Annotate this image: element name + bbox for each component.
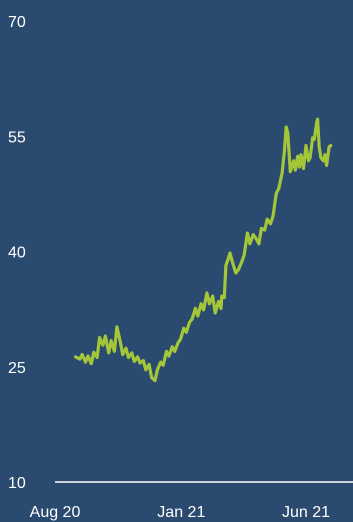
series-line bbox=[74, 117, 333, 383]
y-tick-label: 70 bbox=[8, 14, 26, 31]
y-tick-label: 55 bbox=[8, 129, 26, 146]
x-axis-tick-labels: Aug 20 Jan 21 Jun 21 bbox=[30, 504, 330, 521]
x-tick-label: Aug 20 bbox=[30, 504, 81, 521]
y-tick-label: 10 bbox=[8, 475, 26, 492]
x-tick-label: Jan 21 bbox=[157, 504, 205, 521]
y-tick-label: 40 bbox=[8, 245, 26, 262]
x-tick-label: Jun 21 bbox=[282, 504, 330, 521]
y-axis-tick-labels: 10 25 40 55 70 bbox=[8, 14, 26, 492]
y-tick-label: 25 bbox=[8, 360, 26, 377]
